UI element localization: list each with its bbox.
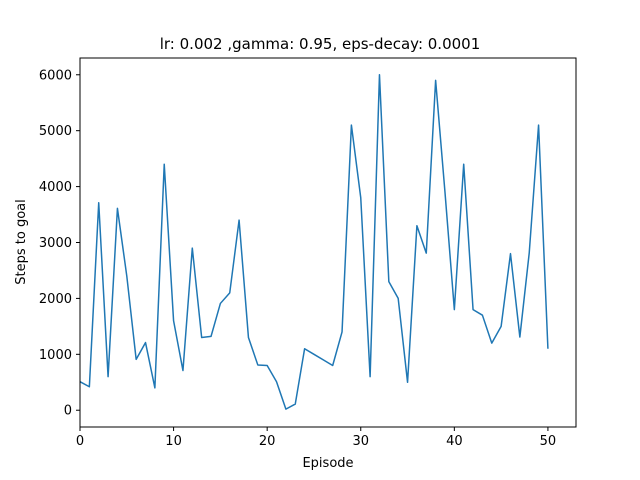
- y-tick-label: 3000: [39, 236, 72, 251]
- y-tick-label: 4000: [39, 180, 72, 195]
- plot-series: [79, 74, 549, 410]
- x-tick-label: 10: [165, 434, 182, 449]
- x-tick-label: 40: [446, 434, 463, 449]
- x-tick-label: 50: [540, 434, 557, 449]
- x-tick-label: 30: [352, 434, 369, 449]
- y-tick-label: 1000: [39, 348, 72, 363]
- x-tick-label: 0: [76, 434, 84, 449]
- plot-frame: [79, 57, 577, 428]
- y-tick-label: 0: [64, 404, 72, 419]
- chart-title: lr: 0.002 ,gamma: 0.95, eps-decay: 0.000…: [160, 35, 481, 53]
- y-tick-label: 2000: [39, 292, 72, 307]
- y-tick-label: 6000: [39, 68, 72, 83]
- series-line: [79, 74, 549, 410]
- x-axis-label: Episode: [302, 456, 353, 471]
- y-axis: 0 1000 2000 3000 4000 5000 6000: [39, 68, 80, 419]
- y-tick-label: 5000: [39, 124, 72, 139]
- x-tick-label: 20: [259, 434, 276, 449]
- y-axis-label: Steps to goal: [14, 199, 29, 284]
- x-axis: 0 10 20 30 40 50: [76, 427, 556, 449]
